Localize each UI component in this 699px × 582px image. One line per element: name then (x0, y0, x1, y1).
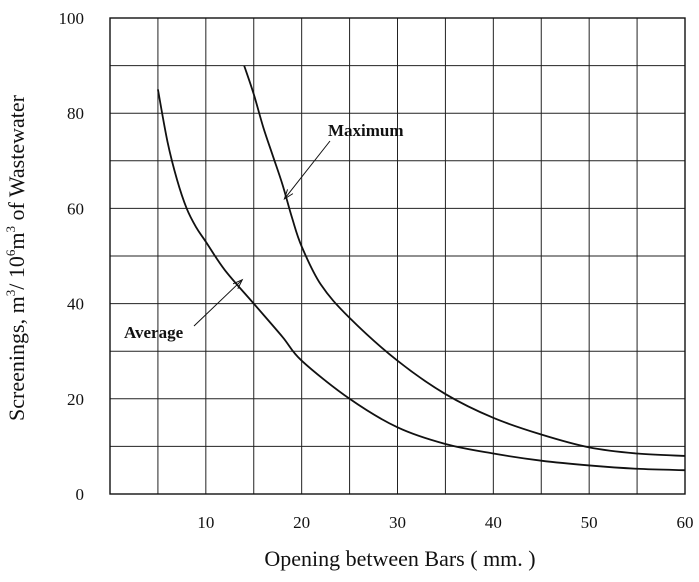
y-axis-label-sup1: 3 (3, 290, 18, 297)
annotation-layer: Maximum Average (124, 121, 404, 342)
annotation-label-average: Average (124, 323, 184, 342)
series-layer (157, 65, 686, 472)
axis-layer: 10 20 30 40 50 60 0 20 40 60 80 100 (59, 9, 694, 532)
y-axis-label-suffix: of Wastewater (4, 94, 29, 226)
x-axis-label: Opening between Bars ( mm. ) (264, 546, 535, 571)
series-line-maximum (243, 65, 686, 457)
x-tick-label-50: 50 (581, 513, 598, 532)
x-tick-label-60: 60 (677, 513, 694, 532)
y-axis-label-sup3: 3 (3, 226, 18, 233)
y-axis-label-prefix: Screenings, m (4, 296, 29, 421)
x-tick-label-20: 20 (293, 513, 310, 532)
annotation-arrowhead-maximum (283, 189, 294, 201)
y-tick-label-100: 100 (59, 9, 85, 28)
x-tick-label-10: 10 (197, 513, 214, 532)
annotation-arrow-maximum (284, 140, 331, 200)
x-tick-label-30: 30 (389, 513, 406, 532)
x-tick-label-40: 40 (485, 513, 502, 532)
y-tick-label-60: 60 (67, 199, 84, 218)
y-axis-label-sup2: 6 (3, 249, 18, 256)
annotation-label-maximum: Maximum (328, 121, 404, 140)
y-tick-label-40: 40 (67, 295, 84, 314)
plot-frame (109, 17, 686, 495)
grid-layer (109, 17, 686, 495)
y-axis-label-mid2: m (4, 233, 29, 250)
y-tick-label-20: 20 (67, 390, 84, 409)
y-axis-label: Screenings, m3/ 106m3 of Wastewater (3, 94, 29, 421)
annotation-arrow-average (193, 279, 243, 327)
y-tick-label-0: 0 (76, 485, 85, 504)
y-tick-label-80: 80 (67, 104, 84, 123)
y-axis-label-mid1: / 10 (4, 256, 29, 290)
annotation-arrowhead-average (232, 278, 244, 289)
series-line-average (157, 89, 686, 472)
